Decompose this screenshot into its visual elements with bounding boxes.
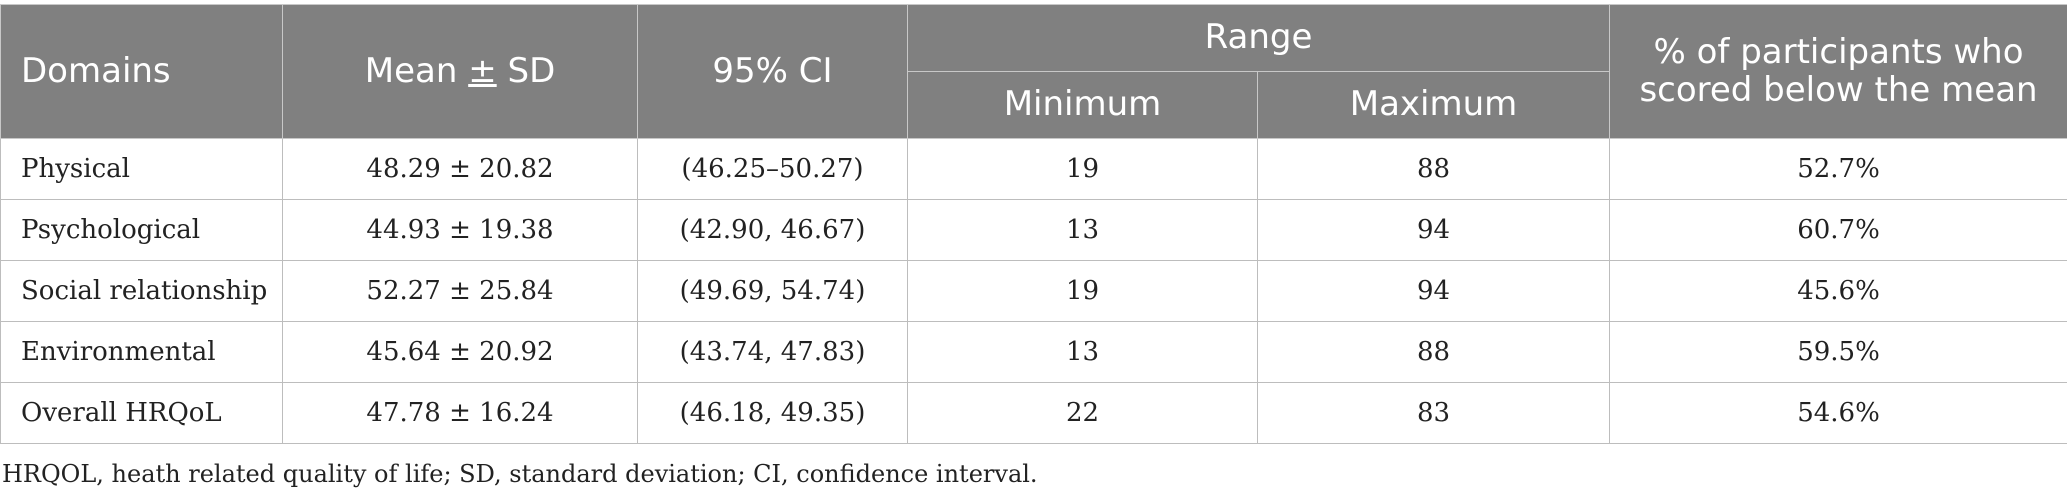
table-row: Psychological 44.93 ± 19.38 (42.90, 46.6… [0, 199, 2067, 261]
cell-max: 88 [1256, 321, 1611, 383]
cell-max: 88 [1256, 138, 1611, 200]
cell-mean-sd: 48.29 ± 20.82 [282, 138, 638, 200]
cell-mean-sd: 44.93 ± 19.38 [282, 199, 638, 261]
cell-min: 13 [907, 199, 1258, 261]
header-mean-sd: Mean ± SD [282, 4, 638, 139]
hrqol-domains-table: Domains Mean ± SD 95% CI Range % of part… [0, 4, 2067, 444]
table-row: Physical 48.29 ± 20.82 (46.25–50.27) 19 … [0, 138, 2067, 200]
header-range: Range [906, 4, 1611, 72]
table-row: Social relationship 52.27 ± 25.84 (49.69… [0, 260, 2067, 322]
header-percent-below: % of participants who scored below the m… [1609, 4, 2067, 139]
cell-min: 19 [907, 138, 1258, 200]
cell-max: 94 [1256, 199, 1611, 261]
table-footnote: HRQOL, heath related quality of life; SD… [2, 460, 1038, 488]
cell-ci: (46.25–50.27) [637, 138, 908, 200]
table-row: Overall HRQoL 47.78 ± 16.24 (46.18, 49.3… [0, 382, 2067, 444]
header-domains: Domains [0, 4, 283, 139]
table-body: Physical 48.29 ± 20.82 (46.25–50.27) 19 … [0, 138, 2067, 444]
cell-mean-sd: 45.64 ± 20.92 [282, 321, 638, 383]
cell-domain: Overall HRQoL [0, 382, 283, 444]
cell-ci: (43.74, 47.83) [637, 321, 908, 383]
cell-ci: (46.18, 49.35) [637, 382, 908, 444]
cell-domain: Social relationship [0, 260, 283, 322]
cell-percent: 52.7% [1609, 138, 2067, 200]
plus-minus-symbol: ± [468, 50, 497, 91]
cell-max: 94 [1256, 260, 1611, 322]
cell-mean-sd: 47.78 ± 16.24 [282, 382, 638, 444]
results-table-container: Domains Mean ± SD 95% CI Range % of part… [0, 4, 2067, 444]
header-maximum: Maximum [1256, 71, 1611, 139]
table-row: Environmental 45.64 ± 20.92 (43.74, 47.8… [0, 321, 2067, 383]
cell-min: 22 [907, 382, 1258, 444]
cell-percent: 45.6% [1609, 260, 2067, 322]
cell-percent: 54.6% [1609, 382, 2067, 444]
cell-ci: (49.69, 54.74) [637, 260, 908, 322]
header-minimum: Minimum [907, 71, 1258, 139]
header-ci: 95% CI [637, 4, 908, 139]
cell-domain: Environmental [0, 321, 283, 383]
cell-percent: 60.7% [1609, 199, 2067, 261]
cell-percent: 59.5% [1609, 321, 2067, 383]
cell-max: 83 [1256, 382, 1611, 444]
cell-domain: Psychological [0, 199, 283, 261]
cell-domain: Physical [0, 138, 283, 200]
cell-min: 13 [907, 321, 1258, 383]
table-header: Domains Mean ± SD 95% CI Range % of part… [0, 4, 2067, 139]
cell-ci: (42.90, 46.67) [637, 199, 908, 261]
cell-mean-sd: 52.27 ± 25.84 [282, 260, 638, 322]
cell-min: 19 [907, 260, 1258, 322]
